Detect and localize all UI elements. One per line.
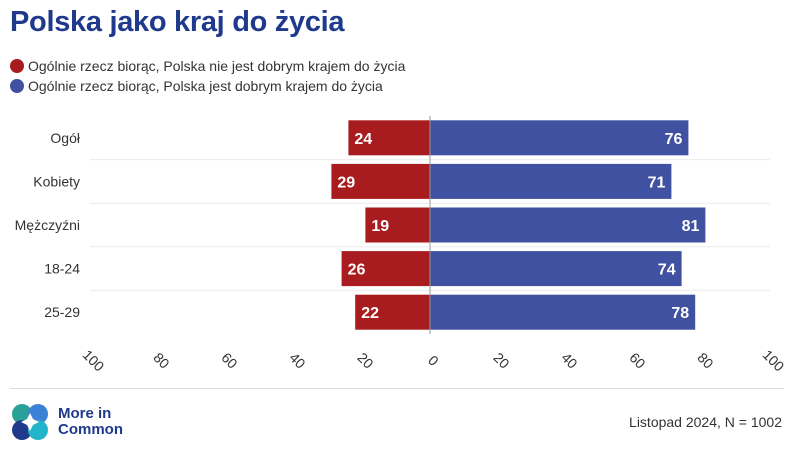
logo-line-2: Common — [58, 421, 123, 438]
x-tick-label: 20 — [354, 349, 376, 371]
bar-label-positive: 81 — [682, 218, 700, 235]
legend-label-negative: Ogólnie rzecz biorąc, Polska nie jest do… — [28, 58, 406, 74]
bar-label-positive: 78 — [671, 305, 689, 322]
bar-positive — [430, 163, 672, 199]
x-tick-label: 80 — [150, 349, 172, 371]
x-tick-label: 100 — [760, 347, 788, 375]
bar-positive — [430, 207, 706, 243]
legend-item-positive: Ogólnie rzecz biorąc, Polska jest dobrym… — [10, 76, 405, 96]
x-tick-label: 100 — [80, 347, 108, 375]
footer-divider — [10, 388, 784, 389]
legend-item-negative: Ogólnie rzecz biorąc, Polska nie jest do… — [10, 56, 405, 76]
x-tick-label: 80 — [694, 349, 716, 371]
bar-positive — [430, 294, 696, 330]
bar-label-positive: 71 — [648, 174, 666, 191]
bar-label-negative: 19 — [371, 218, 389, 235]
category-label: 18-24 — [44, 261, 80, 277]
bar-negative — [341, 251, 430, 287]
logo-icon — [12, 404, 48, 440]
category-label: Kobiety — [33, 173, 80, 189]
bar-label-positive: 76 — [665, 131, 683, 148]
bar-negative — [331, 163, 430, 199]
x-tick-label: 60 — [218, 349, 240, 371]
legend: Ogólnie rzecz biorąc, Polska nie jest do… — [10, 56, 405, 96]
category-label: Ogół — [50, 130, 80, 146]
diverging-bar-chart: Ogół 24 76 Kobiety 29 71 Mężczyźni 19 81 18-24 26 7… — [15, 116, 788, 375]
logo-text: More in Common — [58, 406, 123, 438]
legend-label-positive: Ogólnie rzecz biorąc, Polska jest dobrym… — [28, 78, 383, 94]
bar-negative — [365, 207, 430, 243]
bar-label-negative: 22 — [361, 305, 379, 322]
x-tick-label: 20 — [490, 349, 512, 371]
bar-negative — [348, 120, 430, 156]
legend-swatch-positive — [10, 79, 24, 93]
x-tick-label: 0 — [425, 352, 442, 369]
chart-title: Polska jako kraj do życia — [10, 6, 345, 38]
bar-label-positive: 74 — [658, 262, 676, 279]
category-label: 25-29 — [44, 304, 80, 320]
bar-label-negative: 29 — [337, 174, 355, 191]
bar-positive — [430, 120, 689, 156]
legend-swatch-negative — [10, 59, 24, 73]
bar-negative — [355, 294, 430, 330]
category-label: Mężczyźni — [15, 217, 80, 233]
x-tick-label: 60 — [626, 349, 648, 371]
bar-positive — [430, 251, 682, 287]
source-note: Listopad 2024, N = 1002 — [629, 414, 782, 430]
bar-label-negative: 24 — [354, 131, 372, 148]
x-tick-label: 40 — [286, 349, 308, 371]
x-tick-label: 40 — [558, 349, 580, 371]
bar-label-negative: 26 — [348, 262, 366, 279]
more-in-common-logo: More in Common — [10, 402, 123, 442]
logo-line-1: More in — [58, 405, 112, 422]
